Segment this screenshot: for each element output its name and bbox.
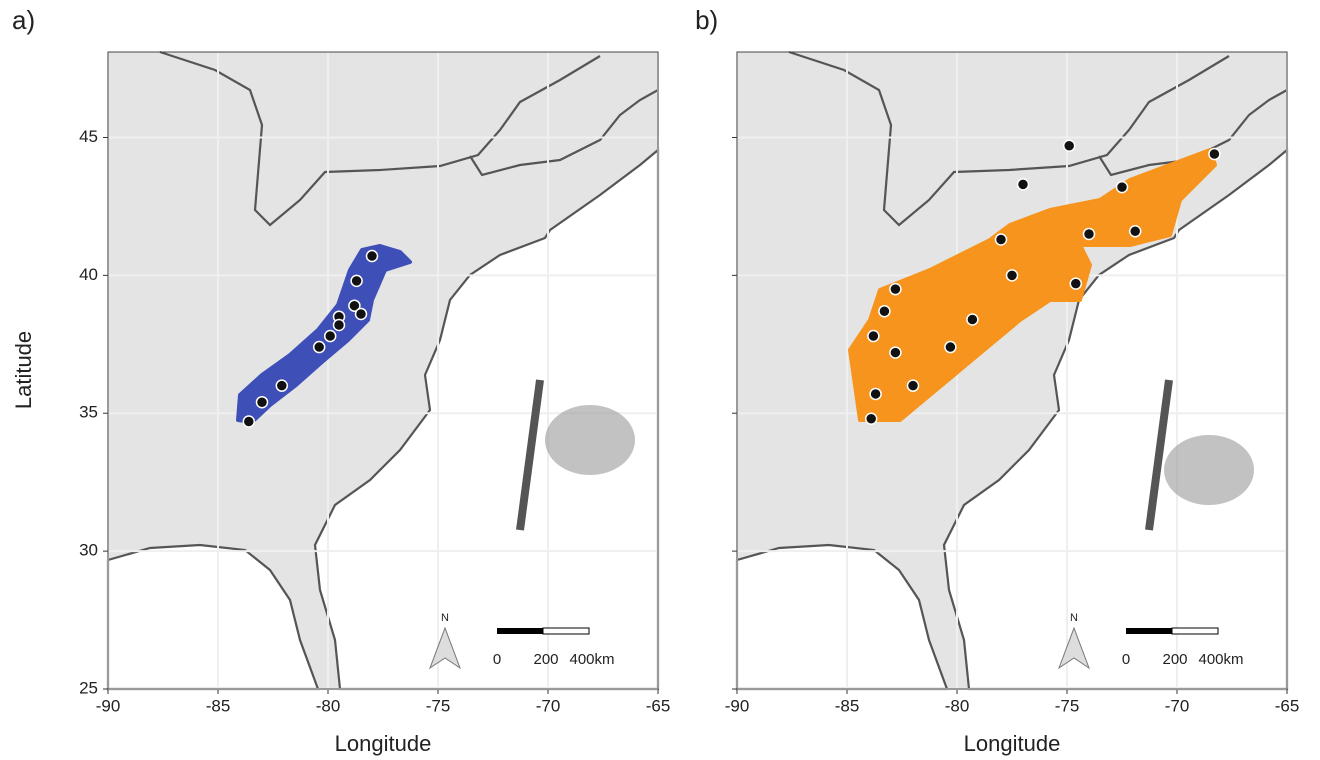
scale-label: 400km <box>569 651 614 668</box>
scale-bar-black <box>1126 628 1172 634</box>
occurrence-point <box>255 395 269 409</box>
occurrence-point <box>878 304 891 318</box>
x-axis-label: Longitude <box>335 731 432 756</box>
x-tick-label: -70 <box>536 696 561 715</box>
species-range <box>236 244 412 424</box>
north-arrow <box>1057 626 1091 670</box>
branch-illustration <box>516 379 544 531</box>
scale-label: 0 <box>493 651 501 668</box>
occurrence-point <box>889 346 902 359</box>
cone-illustration <box>545 405 635 475</box>
occurrence-point <box>944 340 957 354</box>
border <box>469 89 659 177</box>
scale-label: 200 <box>533 651 558 668</box>
occurrence-point <box>1128 224 1142 238</box>
x-tick-label: -75 <box>1055 696 1080 715</box>
y-tick-label: 40 <box>79 265 98 284</box>
y-tick-label: 45 <box>79 127 98 146</box>
occurrence-point <box>1082 227 1096 241</box>
occurrence-point <box>350 274 363 288</box>
occurrence-point <box>867 329 880 343</box>
occurrence-point <box>889 282 902 296</box>
occurrence-point <box>275 379 289 392</box>
occurrence-point <box>966 313 979 326</box>
x-tick-label: -80 <box>316 696 341 715</box>
x-tick-label: -85 <box>206 696 231 715</box>
north-label: N <box>1070 612 1078 624</box>
species-range <box>848 148 1217 422</box>
occurrence-point <box>864 412 878 426</box>
map-panel: -90 -85 -80 -75 -70 -65 0 200 400km Nb) Longitude <box>695 5 1299 756</box>
scale-label: 200 <box>1162 651 1187 668</box>
scale-label: 400km <box>1198 651 1243 668</box>
occurrence-point <box>332 318 346 332</box>
north-label: N <box>441 612 449 624</box>
y-tick-label: 25 <box>79 678 98 697</box>
y-tick-label: 35 <box>79 403 98 422</box>
ocean <box>942 147 1289 691</box>
y-axis-label: Latitude <box>11 331 36 409</box>
occurrence-point <box>1062 139 1076 153</box>
plot-frame <box>107 51 659 690</box>
scale-label: 0 <box>1122 651 1130 668</box>
ocean <box>313 147 660 691</box>
occurrence-point <box>354 307 368 321</box>
occurrence-point <box>1005 269 1019 282</box>
x-tick-label: -65 <box>1275 696 1300 715</box>
x-tick-label: -70 <box>1165 696 1190 715</box>
x-tick-label: -75 <box>426 696 451 715</box>
occurrence-point <box>994 233 1008 246</box>
border <box>788 50 1230 227</box>
scale-bar-black <box>497 628 543 634</box>
x-axis-label: Longitude <box>964 731 1061 756</box>
y-tick-label: 30 <box>79 541 98 560</box>
north-arrow <box>428 626 462 670</box>
scale-bar-white <box>542 627 590 635</box>
map-panel: -90 -85 -80 -75 -70 -65 25 30 35 40 45 0 200 400km Na)… <box>11 5 670 756</box>
occurrence-point <box>242 415 256 428</box>
occurrence-point <box>1208 147 1221 161</box>
cone-illustration <box>1164 435 1254 505</box>
occurrence-point <box>1115 180 1129 194</box>
occurrence-point <box>323 329 337 343</box>
occurrence-point <box>312 340 326 354</box>
occurrence-point <box>348 299 361 312</box>
x-tick-label: -80 <box>945 696 970 715</box>
x-tick-label: -90 <box>96 696 121 715</box>
x-tick-label: -85 <box>835 696 860 715</box>
border <box>159 50 601 227</box>
occurrence-point <box>869 387 882 401</box>
panel-label: a) <box>12 5 35 35</box>
scale-bar-white <box>1171 627 1219 635</box>
occurrence-point <box>1016 178 1030 191</box>
branch-illustration <box>1145 379 1173 531</box>
occurrence-point <box>365 249 379 263</box>
occurrence-point <box>906 379 920 392</box>
plot-frame <box>736 51 1288 690</box>
panel-label: b) <box>695 5 718 35</box>
occurrence-point <box>1069 277 1083 290</box>
x-tick-label: -90 <box>725 696 750 715</box>
x-tick-label: -65 <box>646 696 671 715</box>
